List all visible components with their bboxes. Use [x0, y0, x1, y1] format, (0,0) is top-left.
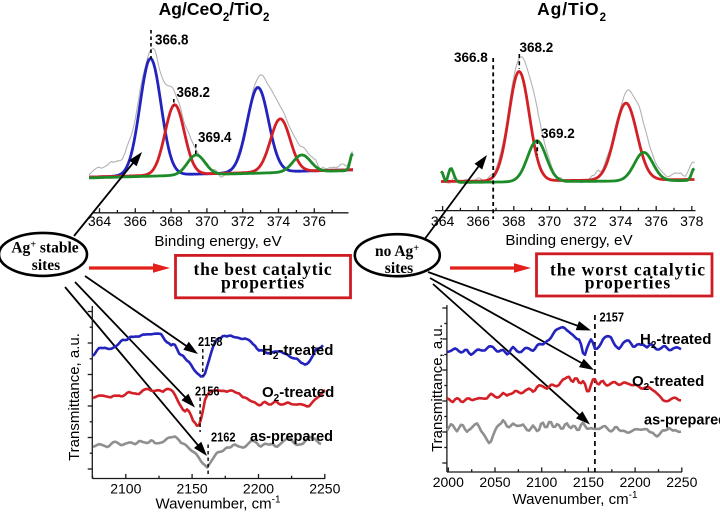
- svg-text:369.2: 369.2: [541, 126, 575, 141]
- svg-text:366: 366: [467, 213, 491, 229]
- svg-text:H2-treated: H2-treated: [262, 342, 333, 362]
- svg-text:sites: sites: [385, 260, 413, 277]
- svg-text:2150: 2150: [177, 481, 208, 497]
- svg-text:2200: 2200: [243, 481, 274, 497]
- svg-text:2156: 2156: [195, 384, 220, 398]
- svg-text:376: 376: [645, 213, 669, 229]
- svg-text:364: 364: [88, 213, 112, 229]
- svg-text:368: 368: [502, 213, 526, 229]
- svg-text:372: 372: [573, 213, 597, 229]
- svg-text:2100: 2100: [526, 474, 557, 490]
- svg-text:properties: properties: [221, 273, 305, 293]
- svg-text:374: 374: [267, 213, 291, 229]
- svg-text:372: 372: [231, 213, 255, 229]
- svg-text:374: 374: [609, 213, 633, 229]
- svg-text:2158: 2158: [198, 335, 223, 349]
- svg-text:Transmittance, a.u.: Transmittance, a.u.: [429, 324, 446, 452]
- svg-text:2000: 2000: [433, 474, 464, 490]
- svg-text:Wavenumber, cm-1: Wavenumber, cm-1: [512, 490, 637, 508]
- svg-text:2157: 2157: [600, 310, 625, 325]
- svg-text:properties: properties: [585, 273, 671, 293]
- svg-text:369.4: 369.4: [198, 129, 232, 146]
- svg-text:Ag+ stable: Ag+ stable: [11, 240, 78, 257]
- svg-text:2100: 2100: [110, 481, 141, 497]
- svg-text:the best catalytic: the best catalytic: [194, 259, 333, 279]
- svg-text:366: 366: [124, 213, 148, 229]
- svg-text:2050: 2050: [479, 474, 510, 490]
- svg-text:368.2: 368.2: [520, 40, 554, 55]
- svg-text:the worst catalytic: the worst catalytic: [550, 260, 706, 280]
- svg-text:2200: 2200: [620, 474, 651, 490]
- svg-text:378: 378: [680, 213, 704, 229]
- svg-text:364: 364: [431, 213, 455, 229]
- svg-text:sites: sites: [32, 257, 60, 274]
- svg-text:Wavenumber, cm-1: Wavenumber, cm-1: [155, 495, 280, 513]
- svg-text:2162: 2162: [211, 431, 236, 445]
- svg-text:366.8: 366.8: [155, 32, 189, 49]
- svg-text:H2-treated: H2-treated: [640, 331, 711, 351]
- svg-text:2250: 2250: [666, 474, 697, 490]
- svg-text:370: 370: [538, 213, 562, 229]
- svg-text:as-prepared: as-prepared: [250, 429, 333, 445]
- svg-text:no Ag+: no Ag+: [375, 243, 419, 260]
- svg-text:376: 376: [303, 213, 327, 229]
- svg-text:O2-treated: O2-treated: [262, 384, 334, 404]
- svg-text:370: 370: [195, 213, 219, 229]
- svg-text:Binding energy, eV: Binding energy, eV: [154, 233, 282, 250]
- svg-text:O2-treated: O2-treated: [632, 373, 704, 393]
- svg-text:2150: 2150: [573, 474, 604, 490]
- svg-text:366.8: 366.8: [454, 50, 488, 65]
- svg-text:2250: 2250: [309, 481, 340, 497]
- svg-text:368.2: 368.2: [177, 84, 211, 101]
- svg-text:Transmittance, a.u.: Transmittance, a.u.: [66, 333, 83, 461]
- svg-text:368: 368: [159, 213, 183, 229]
- svg-text:Binding energy, eV: Binding energy, eV: [505, 232, 633, 249]
- svg-text:as-prepared: as-prepared: [644, 413, 720, 429]
